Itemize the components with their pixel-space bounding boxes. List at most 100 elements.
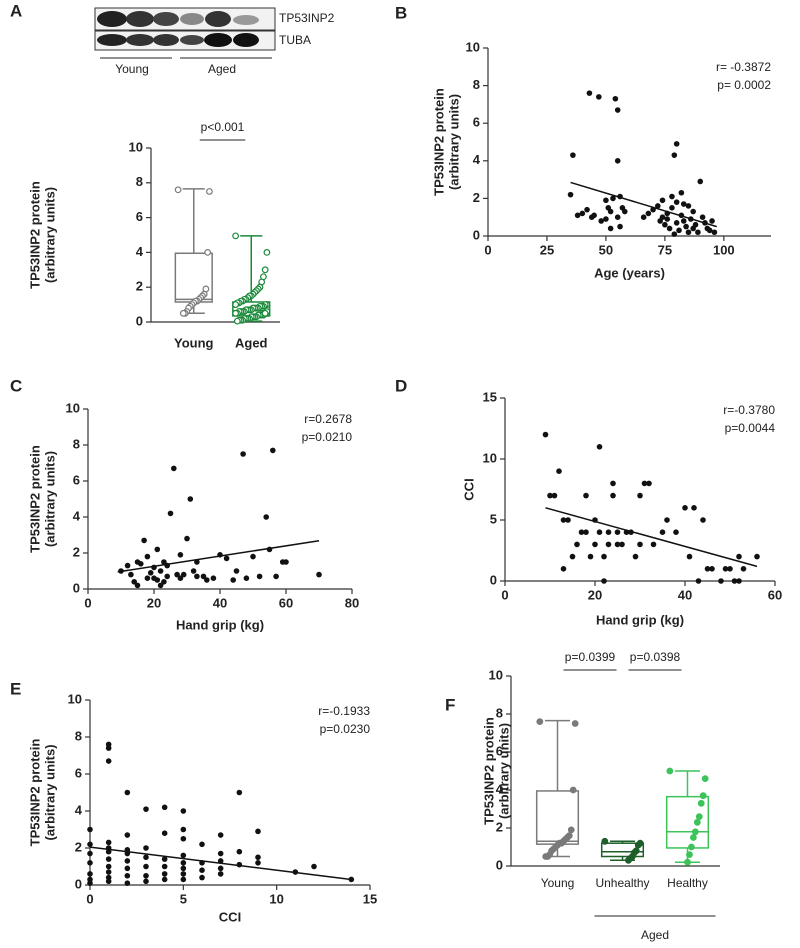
point	[124, 865, 131, 872]
point	[217, 832, 224, 838]
point	[683, 223, 689, 230]
group-label: Aged	[641, 928, 669, 942]
point	[194, 573, 200, 580]
point	[177, 552, 184, 558]
y-tick-label: 8	[496, 705, 503, 720]
point	[695, 813, 703, 820]
point	[617, 223, 623, 230]
point	[697, 799, 705, 807]
point	[184, 535, 190, 542]
point	[316, 571, 322, 578]
point	[154, 546, 161, 553]
y-tick-label: 0	[496, 857, 503, 872]
box	[600, 842, 645, 858]
x-tick-label: 0	[484, 242, 491, 257]
y-axis-label: TP53INP2 protein	[27, 445, 42, 553]
point	[614, 214, 621, 220]
point	[686, 851, 693, 858]
point	[547, 492, 553, 499]
y-axis-label: (arbitrary units)	[496, 723, 511, 819]
point	[180, 852, 187, 859]
point	[570, 152, 576, 158]
point	[610, 492, 616, 499]
point	[722, 566, 729, 572]
point	[596, 529, 603, 535]
point	[673, 529, 679, 535]
point	[709, 218, 715, 224]
point	[740, 566, 747, 572]
point	[190, 568, 197, 574]
point	[690, 208, 696, 215]
point	[263, 248, 271, 256]
point	[678, 189, 685, 196]
x-tick-label: 60	[768, 587, 782, 602]
y-axis-label: (arbitrary units)	[446, 94, 461, 190]
point	[105, 869, 112, 875]
point	[143, 863, 149, 870]
stat-annotation: p=0.0210	[302, 430, 353, 444]
point	[255, 828, 261, 835]
point	[542, 853, 550, 860]
x-tick-label: 0	[86, 891, 93, 906]
point	[578, 529, 585, 535]
point	[232, 301, 240, 309]
point	[161, 871, 168, 877]
p-value: p=0.0398	[630, 650, 681, 664]
point	[584, 206, 590, 213]
point	[603, 216, 609, 222]
point	[727, 566, 733, 572]
point	[536, 718, 544, 725]
point	[614, 107, 621, 113]
point	[200, 573, 207, 580]
point	[605, 529, 612, 535]
point	[569, 786, 577, 794]
point	[164, 573, 170, 580]
point	[680, 218, 687, 224]
y-axis-label: (arbitrary units)	[42, 744, 57, 840]
point	[87, 841, 93, 848]
point	[601, 553, 607, 560]
stat-annotation: p=0.0044	[725, 421, 776, 435]
point	[607, 208, 614, 215]
point	[605, 541, 612, 548]
point	[664, 216, 671, 222]
point	[199, 867, 205, 873]
y-axis-label: TP53INP2 protein	[481, 717, 496, 825]
point	[87, 860, 93, 866]
point	[204, 577, 210, 583]
point	[673, 220, 680, 226]
point	[147, 570, 154, 576]
point	[217, 871, 224, 877]
stat-annotation: r=-0.3780	[723, 403, 775, 417]
x-tick-label: 75	[658, 242, 672, 257]
blot-group-label: Aged	[208, 62, 236, 76]
point	[141, 537, 147, 544]
point	[567, 191, 574, 198]
point	[695, 578, 702, 584]
point	[646, 480, 652, 487]
point	[187, 496, 194, 502]
point	[161, 876, 168, 883]
point	[171, 465, 177, 472]
point	[174, 186, 182, 194]
point	[180, 876, 187, 883]
point	[256, 573, 263, 580]
x-tick-label: 40	[213, 595, 227, 610]
y-tick-label: 8	[473, 77, 480, 92]
y-tick-label: 2	[136, 279, 143, 294]
point	[105, 745, 112, 751]
point	[645, 210, 652, 217]
point	[143, 872, 149, 879]
stat-annotation: r=0.2678	[304, 412, 352, 426]
point	[614, 158, 621, 164]
point	[596, 444, 603, 450]
x-tick-label: 25	[540, 242, 554, 257]
panel-letter: A	[10, 1, 22, 20]
x-tick-label: 0	[84, 595, 91, 610]
y-tick-label: 15	[483, 389, 497, 404]
point	[348, 876, 355, 883]
point	[664, 517, 670, 523]
panel-letter: C	[10, 376, 22, 395]
point	[230, 577, 236, 583]
